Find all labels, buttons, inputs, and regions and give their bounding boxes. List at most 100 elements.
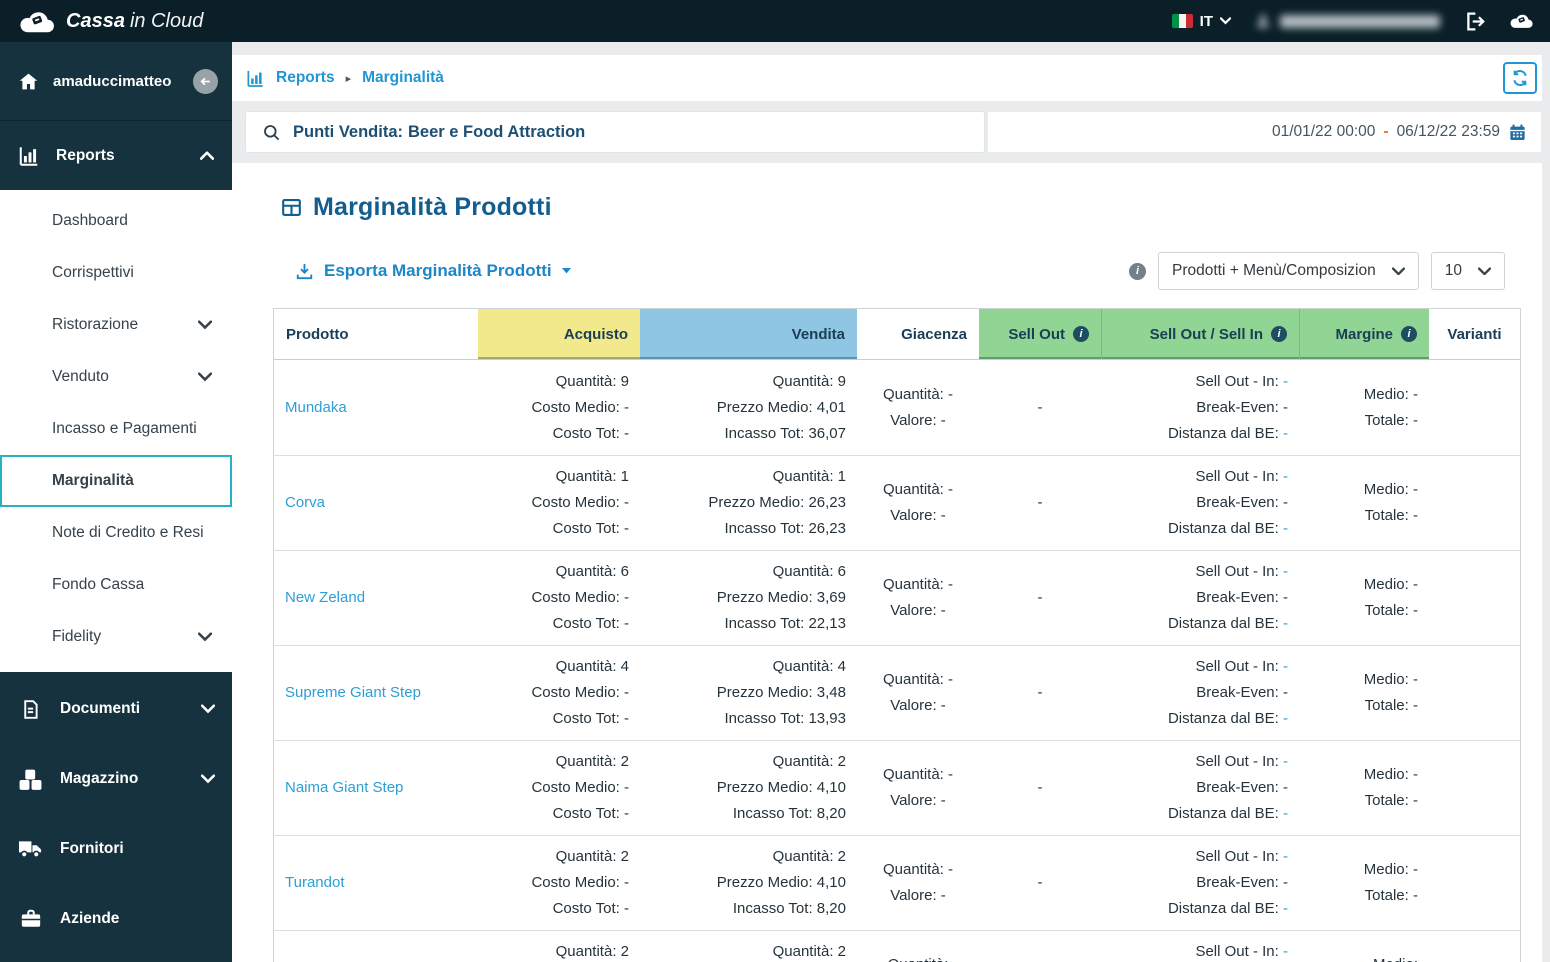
topbar: Cassa in Cloud IT (0, 0, 1550, 42)
cell-value: - (1283, 874, 1288, 891)
cell-label: Break-Even: (1196, 494, 1279, 511)
content-panel: Marginalità Prodotti Esporta Marginalità… (232, 163, 1542, 962)
cell-label: Sell Out - In: (1195, 468, 1279, 485)
sidebar-subitem-fondo-cassa[interactable]: Fondo Cassa (0, 559, 232, 611)
sidebar-item-label: Fornitori (60, 840, 124, 857)
cell-value: - (624, 710, 629, 727)
giacenza-cell: Quantità: - Valore: - (857, 551, 979, 645)
cell-value: - (1037, 398, 1043, 416)
sell-out-cell: - (979, 551, 1101, 645)
home-icon (18, 71, 39, 92)
chevron-down-icon (198, 372, 212, 382)
cell-label: Distanza dal BE: (1167, 900, 1279, 917)
cell-value: - (948, 385, 954, 403)
briefcase-icon (17, 908, 44, 930)
giacenza-cell: Quantità: Valore: (857, 931, 979, 962)
cell-value: - (1283, 943, 1288, 960)
info-icon[interactable]: i (1128, 262, 1146, 280)
subitem-label: Ristorazione (52, 316, 139, 333)
product-link[interactable]: Mundaka (285, 398, 347, 416)
cell-label: Quantità: (772, 563, 834, 580)
sidebar-item-magazzino[interactable]: Magazzino (0, 744, 232, 814)
info-icon[interactable]: i (1401, 326, 1417, 342)
cell-label: Prezzo Medio: (716, 589, 813, 606)
sell-out-sell-in-cell: Sell Out - In: -Break-Even: Distanza dal… (1101, 931, 1299, 962)
breadcrumb: Reports ▸ Marginalità (246, 69, 444, 88)
cell-value: - (624, 615, 629, 632)
cell-label: Quantità: (772, 848, 834, 865)
page-size-select[interactable]: 10 (1430, 252, 1505, 290)
date-range-picker[interactable]: 01/01/22 00:00 - 06/12/22 23:59 (987, 111, 1542, 153)
col-header-sell-out-sell-in: Sell Out / Sell In i (1101, 309, 1299, 359)
cell-value: - (948, 861, 954, 878)
col-header-varianti: Varianti (1429, 309, 1520, 359)
cell-label: Incasso Tot: (724, 520, 805, 537)
sidebar-item-fornitori[interactable]: Fornitori (0, 814, 232, 884)
language-selector[interactable]: IT (1171, 13, 1231, 30)
logout-icon[interactable] (1464, 11, 1485, 32)
grouping-select[interactable]: Prodotti + Menù/Composizion (1157, 252, 1419, 290)
col-header-label: Sell Out (1008, 325, 1065, 343)
col-header-margine: Margine i (1299, 309, 1429, 359)
sidebar-subitem-ristorazione[interactable]: Ristorazione (0, 299, 232, 351)
cell-label: Sell Out - In: (1195, 848, 1279, 865)
search-filter[interactable]: Punti Vendita: Beer e Food Attraction (245, 111, 985, 153)
cloud-sync-icon[interactable] (1509, 13, 1534, 29)
cell-value: 4 (620, 658, 629, 675)
breadcrumb-current[interactable]: Marginalità (362, 69, 444, 86)
col-header-sell-out: Sell Out i (979, 309, 1101, 359)
table-body: Mundaka Quantità: 9 Costo Medio: - Costo To… (274, 360, 1520, 962)
refresh-button[interactable] (1503, 62, 1537, 94)
margine-cell: Medio: - Totale: - (1299, 836, 1429, 930)
sell-out-cell: - (979, 360, 1101, 455)
cell-value: 2 (620, 753, 629, 770)
breadcrumb-root[interactable]: Reports (276, 69, 335, 86)
cell-value: - (1037, 494, 1043, 511)
vendita-cell: Quantità: 4 Prezzo Medio: 3,48 Incasso Tot… (640, 646, 857, 740)
product-link[interactable]: Corva (285, 494, 326, 511)
product-link[interactable]: Naima Giant Step (285, 779, 404, 796)
bar-chart-icon (18, 145, 40, 167)
sidebar-subitem-incasso-e-pagamenti[interactable]: Incasso e Pagamenti (0, 403, 232, 455)
sidebar-account[interactable]: amaduccimatteo (0, 42, 232, 121)
sidebar-item-aziende[interactable]: Aziende (0, 884, 232, 954)
cell-value: - (1037, 589, 1043, 606)
sidebar-item-label: Aziende (60, 910, 120, 927)
sidebar-subitem-marginalita[interactable]: Marginalità (0, 455, 232, 507)
sidebar-subitem-venduto[interactable]: Venduto (0, 351, 232, 403)
cell-value: - (1283, 684, 1288, 701)
giacenza-cell: Quantità: - Valore: - (857, 456, 979, 550)
date-to: 06/12/22 23:59 (1396, 123, 1500, 140)
cell-label: Break-Even: (1196, 684, 1279, 701)
product-link[interactable]: Supreme Giant Step (285, 684, 421, 701)
cell-label: Costo Medio: (531, 398, 620, 416)
info-icon[interactable]: i (1073, 326, 1089, 342)
product-link[interactable]: Turandot (285, 874, 345, 891)
search-filter-value: Beer e Food Attraction (408, 122, 586, 141)
sidebar-subitem-dashboard[interactable]: Dashboard (0, 195, 232, 247)
sidebar-subitem-fidelity[interactable]: Fidelity (0, 611, 232, 663)
app-logo[interactable]: Cassa in Cloud (18, 9, 203, 34)
sidebar-subitem-corrispettivi[interactable]: Corrispettivi (0, 247, 232, 299)
export-button[interactable]: Esporta Marginalità Prodotti (295, 261, 571, 281)
sidebar-item-documenti[interactable]: Documenti (0, 674, 232, 744)
sidebar-subitem-note-di-credito-e-resi[interactable]: Note di Credito e Resi (0, 507, 232, 559)
user-menu[interactable] (1255, 13, 1440, 29)
collapse-sidebar-button[interactable] (193, 68, 218, 94)
cell-value: - (1283, 753, 1288, 770)
info-icon[interactable]: i (1271, 326, 1287, 342)
sell-out-sell-in-cell: Sell Out - In: - Break-Even: - Distanza da… (1101, 646, 1299, 740)
sell-out-cell (979, 931, 1101, 962)
cell-value: - (1283, 658, 1288, 675)
sidebar-item-reports[interactable]: Reports (0, 121, 232, 190)
cell-value: 3,48 (816, 684, 846, 701)
cell-label: Costo Tot: (552, 615, 620, 632)
subitem-label: Incasso e Pagamenti (52, 420, 197, 437)
cloud-logo-icon (18, 9, 56, 34)
cell-label: Break-Even: (1196, 398, 1279, 416)
product-link[interactable]: New Zeland (285, 589, 366, 606)
col-header-label: Sell Out / Sell In (1149, 325, 1263, 343)
sell-out-sell-in-cell: Sell Out - In: - Break-Even: - Distanza da… (1101, 456, 1299, 550)
document-icon (17, 699, 44, 720)
cell-label: Costo Tot: (552, 900, 620, 917)
